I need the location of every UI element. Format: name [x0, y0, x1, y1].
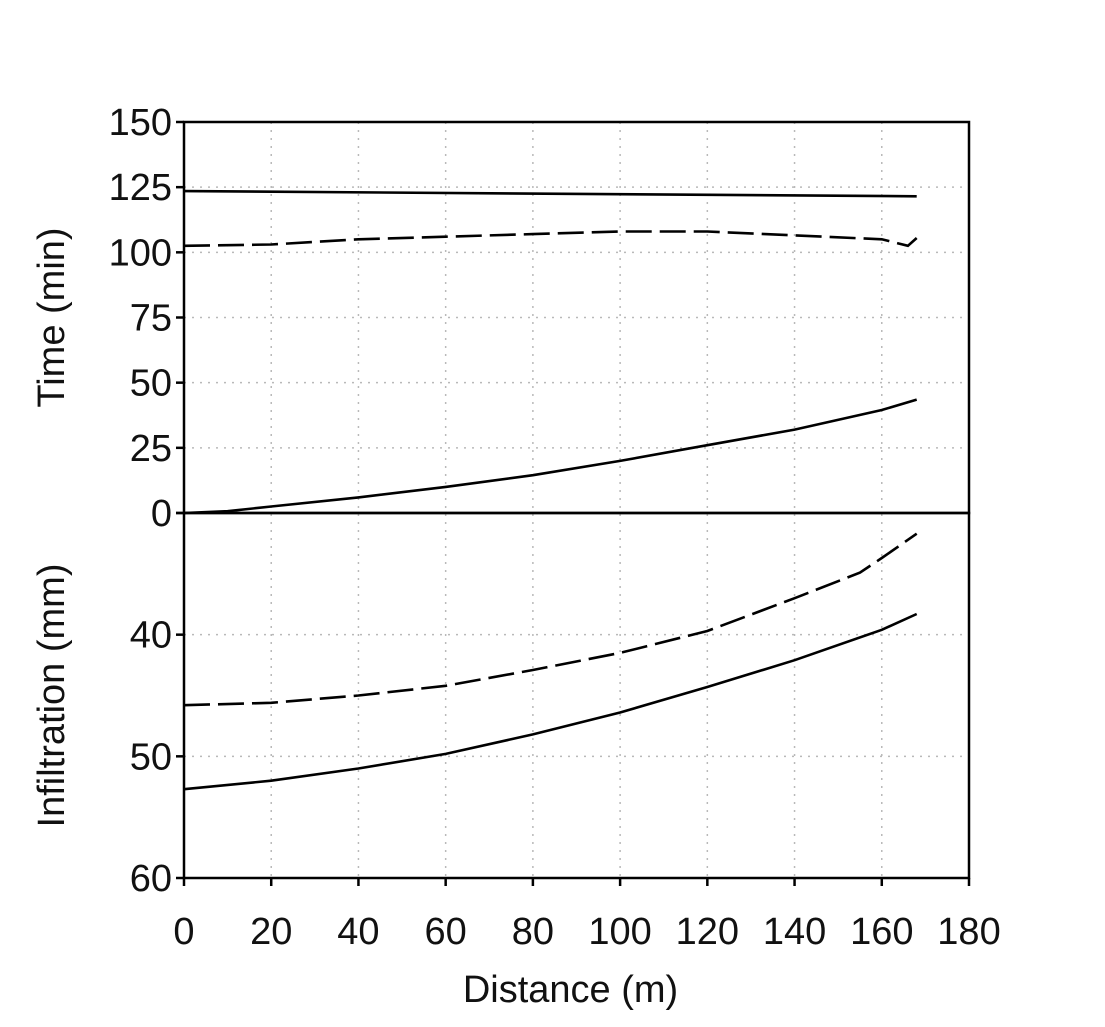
- infiltration-panel-frame: [182, 511, 971, 880]
- time-series-line-dashed: [183, 230, 918, 248]
- labels-layer: 0 20 40 60 80 100 120 140 160 180 0 25 50 75 100 125 150…: [31, 102, 1001, 953]
- time-y-tick-label: 75: [130, 298, 172, 340]
- x-tick-label: 100: [588, 911, 651, 953]
- time-y-axis-title: Time (min): [31, 227, 73, 407]
- x-tick-label: 20: [250, 911, 292, 953]
- x-axis-title: Distance (m): [463, 969, 678, 1011]
- grid-layer: [184, 122, 969, 878]
- infiltration-y-axis-title: Infiltration (mm): [31, 564, 73, 828]
- time-y-tick-label: 0: [151, 493, 172, 535]
- x-tick-label: 160: [850, 911, 913, 953]
- time-y-tick-label: 100: [109, 232, 172, 274]
- infiltration-y-tick-label: 50: [130, 736, 172, 778]
- infiltration-series-line-solid: [183, 612, 918, 791]
- time-y-tick-label: 25: [130, 428, 172, 470]
- x-tick-label: 180: [937, 911, 1000, 953]
- time-y-tick-label: 150: [109, 102, 172, 144]
- x-tick-label: 60: [425, 911, 467, 953]
- x-tick-label: 40: [337, 911, 379, 953]
- time-y-tick-label: 50: [130, 363, 172, 405]
- x-tick-label: 120: [676, 911, 739, 953]
- infiltration-y-tick-label: 40: [130, 615, 172, 657]
- infiltration-y-tick-label: 60: [130, 858, 172, 900]
- time-series-line-solid: [183, 398, 918, 515]
- time-series-line-solid: [183, 189, 917, 198]
- axes-layer: [176, 120, 971, 886]
- x-tick-label: 80: [512, 911, 554, 953]
- time-y-tick-label: 125: [109, 167, 172, 209]
- x-tick-label: 140: [763, 911, 826, 953]
- series-layer: [183, 189, 918, 791]
- x-tick-label: 0: [173, 911, 194, 953]
- infiltration-series-line-dashed: [183, 532, 918, 707]
